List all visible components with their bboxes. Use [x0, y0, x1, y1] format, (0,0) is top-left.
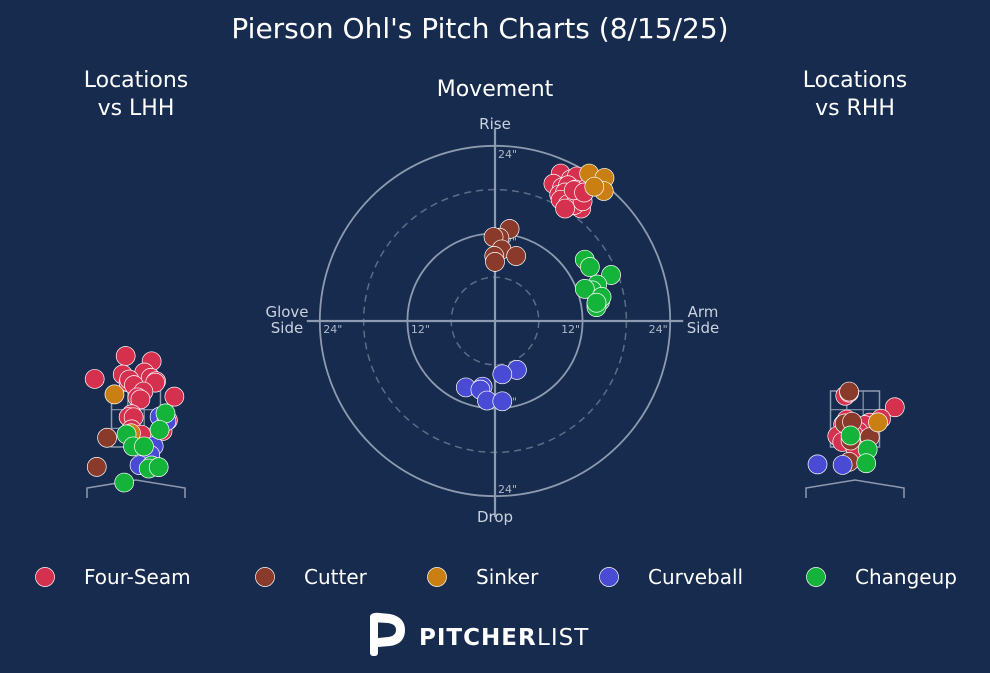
legend-label: Sinker — [476, 565, 539, 589]
pitch-point-curveball — [492, 391, 513, 412]
pitch-point-sinker — [104, 384, 125, 405]
pitch-point-changeup — [155, 403, 176, 424]
pitch-point-four-seam — [555, 198, 575, 219]
pitch-point-four-seam — [84, 369, 105, 389]
pitch-point-changeup — [574, 279, 595, 299]
pitcherlist-logo: PITCHER LIST — [370, 612, 589, 656]
pitch-point-changeup — [580, 257, 600, 277]
pitch-point-cutter — [86, 457, 107, 477]
brand-light: LIST — [537, 625, 589, 651]
panel-title: Locations vs RHH — [803, 68, 908, 121]
pitch-point-changeup — [840, 425, 861, 446]
legend-marker — [806, 567, 826, 587]
axis-label-arm-side: Arm Side — [687, 303, 719, 337]
pitch-point-four-seam — [164, 386, 185, 407]
pitch-points — [807, 381, 905, 475]
panel-title: Locations vs LHH — [84, 68, 189, 121]
pitch-point-four-seam — [130, 389, 151, 410]
pitch-point-curveball — [807, 454, 828, 475]
pitch-points — [455, 163, 621, 412]
legend-item: Changeup — [806, 565, 957, 589]
chart-title: Pierson Ohl's Pitch Charts (8/15/25) — [231, 12, 728, 45]
pitch-point-cutter — [97, 427, 117, 448]
pitch-point-sinker — [584, 176, 605, 197]
pitch-point-changeup — [149, 420, 170, 440]
legend: Four-Seam Cutter Sinker Curveball Changeup — [35, 565, 957, 589]
pitch-point-curveball — [492, 364, 513, 385]
pitch-point-changeup — [601, 265, 621, 285]
legend-item: Curveball — [599, 565, 743, 589]
pitch-point-changeup — [856, 453, 877, 474]
legend-label: Four-Seam — [84, 565, 191, 589]
legend-marker — [599, 567, 619, 587]
pitcherlist-p-logo-icon — [370, 612, 405, 656]
ring-label: 24" — [498, 148, 517, 161]
legend-marker — [35, 567, 55, 587]
legend-marker — [255, 567, 275, 587]
ring-label: 24" — [498, 483, 517, 496]
legend-label: Curveball — [648, 565, 743, 589]
axis-label-drop: Drop — [477, 508, 513, 526]
legend-item: Cutter — [255, 565, 368, 589]
pitch-point-sinker — [868, 412, 888, 433]
pitch-point-changeup — [586, 292, 607, 313]
pitch-point-changeup — [134, 436, 154, 457]
pitch-point-four-seam — [884, 397, 905, 418]
pitch-point-cutter — [839, 381, 859, 402]
legend-marker — [427, 567, 447, 587]
ring-label: 12" — [561, 323, 580, 336]
pitch-point-curveball — [832, 455, 853, 475]
pitch-point-cutter — [506, 246, 527, 266]
axis-label-glove-side: Glove Side — [265, 303, 308, 337]
ring-label: 24" — [323, 323, 342, 336]
home-plate — [86, 479, 186, 498]
home-plate — [805, 479, 905, 498]
axis-label-rise: Rise — [479, 115, 511, 133]
brand-bold: PITCHER — [419, 625, 537, 651]
pitch-point-changeup — [114, 472, 135, 493]
pitch-points — [84, 346, 185, 493]
pitch-point-four-seam — [115, 346, 136, 366]
locations-rhh-panel: Locations vs RHH — [803, 68, 908, 498]
movement-panel: Movement12"12"12"12"24"24"24"24"RiseDrop… — [265, 77, 719, 526]
pitch-point-changeup — [148, 457, 169, 478]
pitch-point-cutter — [485, 252, 505, 272]
ring-label: 12" — [411, 323, 430, 336]
ring-label: 24" — [649, 323, 668, 336]
legend-item: Sinker — [427, 565, 539, 589]
legend-label: Changeup — [855, 565, 957, 589]
movement-grid: 12"12"12"12"24"24"24"24" — [306, 128, 684, 518]
panel-title: Movement — [437, 77, 554, 102]
legend-item: Four-Seam — [35, 565, 191, 589]
legend-label: Cutter — [304, 565, 368, 589]
locations-lhh-panel: Locations vs LHH — [84, 68, 189, 498]
